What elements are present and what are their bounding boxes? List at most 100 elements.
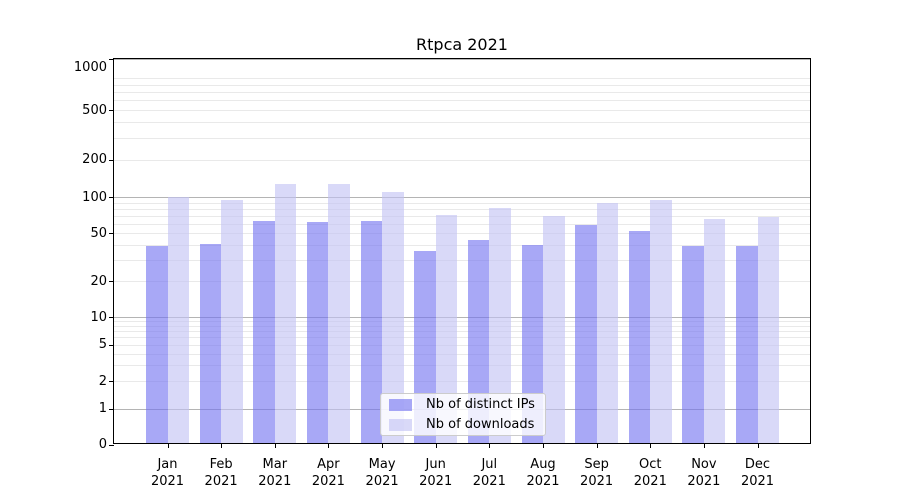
minor-gridline [114,364,810,366]
x-tick-mark [274,443,276,448]
minor-gridline [114,159,810,161]
x-tick-mark [703,443,705,448]
x-tick-month: Oct [639,457,662,472]
x-tick-label-jun: Jun 2021 [404,456,468,490]
minor-gridline [114,245,810,246]
bar-distinct-ips-may [360,220,383,443]
minor-gridline [114,381,810,382]
minor-gridline [114,321,810,323]
x-tick-mark [596,443,598,448]
y-tick-label: 50 [90,225,107,241]
bar-downloads-jul [489,208,511,443]
x-tick-label-apr: Apr 2021 [296,456,360,490]
y-tick-mark [109,344,114,346]
x-tick-year: 2021 [204,474,238,489]
x-tick-month: Mar [262,457,288,472]
y-tick-mark [109,444,114,446]
legend-label-distinct-ips: Nb of distinct IPs [426,397,535,412]
x-tick-mark [435,443,437,448]
x-tick-year: 2021 [419,474,453,489]
minor-gridline [114,78,810,80]
legend-swatch-distinct-ips-icon [389,398,412,411]
y-tick-mark [109,197,114,199]
x-tick-month: Jun [425,457,446,472]
y-tick-label: 5 [98,337,107,353]
x-tick-year: 2021 [472,474,506,489]
bar-downloads-nov [703,219,726,443]
x-tick-month: Aug [530,457,556,472]
x-tick-mark [757,443,759,448]
bar-distinct-ips-jan [146,246,168,443]
bar-downloads-feb [221,199,243,443]
bar-downloads-sep [596,203,619,443]
minor-gridline [114,353,810,355]
x-tick-label-dec: Dec 2021 [726,456,790,490]
bar-distinct-ips-apr [306,222,329,443]
x-tick-mark [543,443,544,448]
y-tick-label: 20 [90,273,107,289]
x-tick-year: 2021 [526,474,560,489]
y-tick-mark [109,381,114,382]
major-gridline [114,59,810,60]
y-tick-label: 1000 [73,60,107,75]
y-tick-mark [109,159,114,161]
y-tick-mark [109,110,114,112]
minor-gridline [114,215,810,217]
bar-downloads-jan [167,197,189,443]
y-tick-label: 100 [82,189,107,205]
bar-downloads-jun [435,215,458,443]
minor-gridline [114,91,810,93]
minor-gridline [114,326,810,327]
bar-downloads-may [382,191,404,443]
x-tick-year: 2021 [580,474,614,489]
major-gridline [114,317,810,319]
bar-distinct-ips-mar [253,220,275,443]
x-tick-month: Jul [481,457,498,472]
bar-distinct-ips-feb [199,243,222,443]
y-tick-mark [109,408,114,410]
x-tick-year: 2021 [365,474,399,489]
minor-gridline [114,137,810,139]
minor-gridline [114,233,810,235]
x-tick-mark [221,443,223,448]
bar-distinct-ips-sep [575,225,597,443]
bar-distinct-ips-jul [467,239,490,443]
minor-gridline [114,110,810,112]
x-tick-label-sep: Sep 2021 [565,456,629,490]
y-tick-label: 2 [98,373,107,389]
x-tick-label-mar: Mar 2021 [243,456,307,490]
minor-gridline [114,202,810,204]
x-tick-month: Feb [209,457,233,472]
x-tick-month: Nov [691,457,717,472]
y-tick-label: 500 [82,102,107,118]
bar-downloads-dec [757,217,779,443]
legend-label-downloads: Nb of downloads [426,417,535,432]
bar-distinct-ips-nov [682,246,704,443]
bar-distinct-ips-dec [736,246,758,443]
bar-downloads-mar [274,183,297,443]
x-tick-month: Sep [584,457,609,472]
minor-gridline [114,122,810,124]
y-tick-label: 1 [98,401,107,416]
x-tick-year: 2021 [740,474,775,489]
legend: Nb of distinct IPs Nb of downloads [380,393,546,436]
legend-item-distinct-ips: Nb of distinct IPs [389,397,545,412]
x-tick-label-feb: Feb 2021 [189,456,253,490]
minor-gridline [114,337,810,339]
bar-downloads-apr [328,183,350,443]
x-tick-mark [382,443,384,448]
minor-gridline [114,344,810,346]
y-tick-mark [109,59,114,60]
minor-gridline [114,100,810,102]
x-tick-month: May [368,457,396,472]
minor-gridline [114,84,810,86]
y-tick-mark [109,233,114,235]
x-tick-label-aug: Aug 2021 [511,456,575,490]
chart-title: Rtpca 2021 [416,35,508,54]
x-tick-label-jul: Jul 2021 [457,456,521,490]
plot-area: Nb of distinct IPs Nb of downloads 0 1 2 5 1… [74,58,811,489]
x-tick-month: Jan [157,457,178,472]
minor-gridline [114,260,810,261]
x-tick-year: 2021 [633,474,667,489]
